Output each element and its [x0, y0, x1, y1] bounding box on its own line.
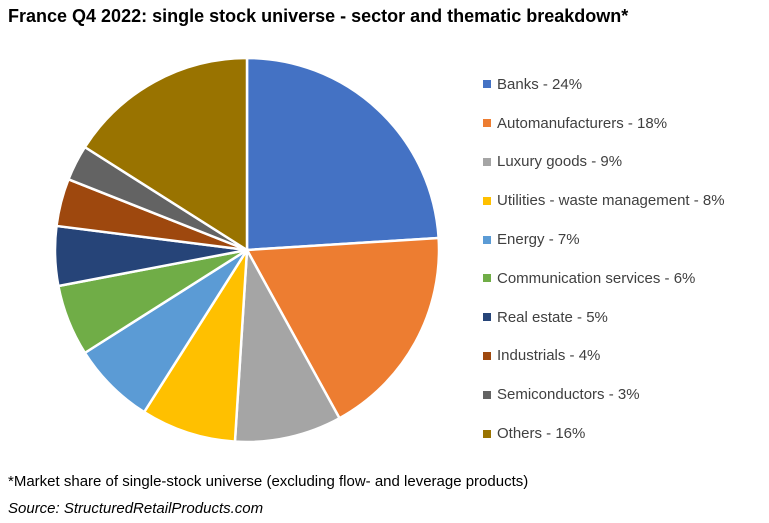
legend-item-7: Real estate - 5% — [483, 298, 763, 337]
legend-item-10: Others - 16% — [483, 414, 763, 453]
legend-label: Utilities - waste management - 8% — [497, 192, 725, 210]
legend-item-6: Communication services - 6% — [483, 259, 763, 298]
pie-slices — [53, 56, 441, 444]
legend-label: Real estate - 5% — [497, 308, 608, 326]
legend-label: Communication services - 6% — [497, 269, 696, 287]
legend-label: Industrials - 4% — [497, 347, 601, 365]
legend-item-4: Utilities - waste management - 8% — [483, 181, 763, 220]
legend-item-3: Luxury goods - 9% — [483, 143, 763, 182]
chart-title: France Q4 2022: single stock universe - … — [8, 6, 629, 26]
legend-swatch — [483, 274, 491, 283]
legend-label: Energy - 7% — [497, 231, 580, 249]
footnote: *Market share of single-stock universe (… — [8, 473, 529, 490]
legend-swatch — [483, 157, 491, 166]
legend-swatch — [483, 390, 491, 399]
legend-swatch — [483, 196, 491, 205]
legend-swatch — [483, 429, 491, 438]
pie-slice-10 — [83, 56, 249, 252]
legend-label: Semiconductors - 3% — [497, 386, 640, 404]
legend-swatch — [483, 119, 491, 128]
legend-swatch — [483, 313, 491, 322]
legend-item-1: Banks - 24% — [483, 65, 763, 104]
legend-label: Automanufacturers - 18% — [497, 114, 668, 132]
pie-slice-4 — [142, 248, 249, 443]
legend-item-9: Semiconductors - 3% — [483, 375, 763, 414]
legend-item-8: Industrials - 4% — [483, 337, 763, 376]
legend-label: Banks - 24% — [497, 75, 583, 93]
pie-slice-3 — [233, 248, 341, 444]
legend-label: Others - 16% — [497, 425, 586, 443]
legend-swatch — [483, 235, 491, 244]
source-note: Source: StructuredRetailProducts.com — [8, 500, 264, 517]
pie-slice-2 — [245, 236, 441, 420]
chart-legend: Banks - 24% Automanufacturers - 18% Luxury… — [483, 65, 763, 453]
legend-item-2: Automanufacturers - 18% — [483, 104, 763, 143]
legend-swatch — [483, 351, 491, 360]
pie-slice-1 — [245, 56, 440, 252]
legend-label: Luxury goods - 9% — [497, 153, 623, 171]
legend-item-5: Energy - 7% — [483, 220, 763, 259]
legend-swatch — [483, 80, 491, 89]
